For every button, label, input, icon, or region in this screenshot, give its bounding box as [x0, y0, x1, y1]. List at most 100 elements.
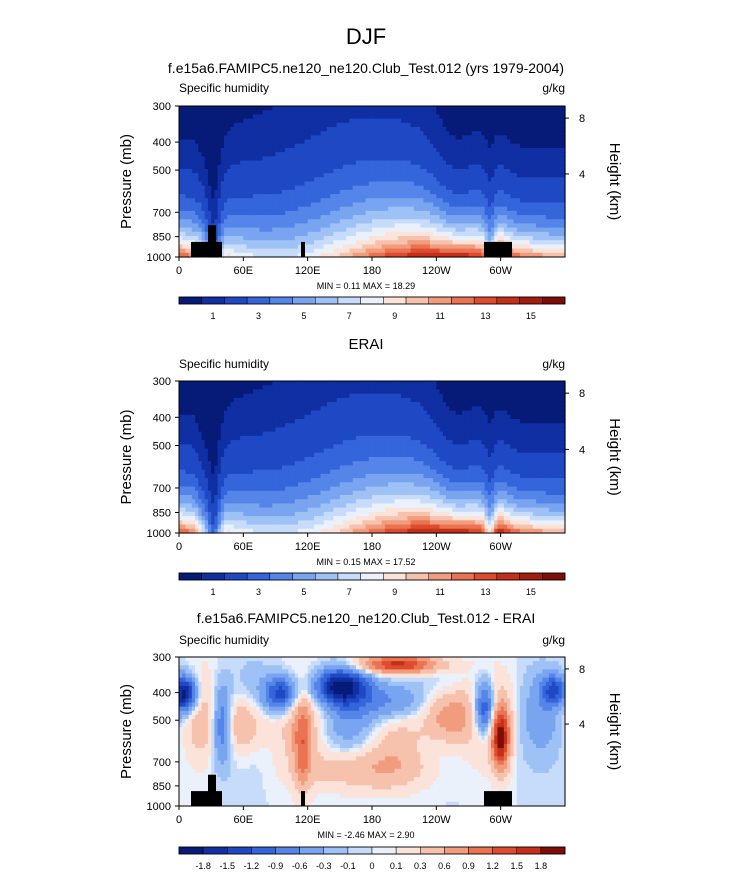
contour-cell	[368, 252, 373, 258]
contour-cell	[413, 248, 418, 254]
contour-cell	[561, 164, 566, 170]
contour-cell	[368, 152, 373, 157]
contour-cell	[519, 160, 524, 166]
contour-cell	[372, 156, 376, 162]
contour-cell	[224, 206, 228, 212]
contour-cell	[452, 164, 457, 170]
contour-cell	[243, 210, 248, 216]
contour-cell	[240, 106, 244, 111]
contour-cell	[558, 227, 563, 233]
contour-cell	[214, 381, 219, 386]
contour-cell	[539, 160, 544, 166]
contour-cell	[465, 198, 470, 204]
contour-cell	[397, 206, 402, 212]
contour-cell	[378, 202, 383, 208]
contour-cell	[224, 131, 228, 136]
contour-cell	[484, 168, 489, 174]
contour-cell	[388, 189, 392, 195]
contour-cell	[378, 106, 383, 111]
contour-cell	[307, 227, 312, 233]
contour-cell	[227, 189, 232, 195]
contour-cell	[555, 122, 560, 128]
contour-cell	[410, 185, 415, 191]
contour-cell	[275, 164, 280, 170]
contour-cell	[404, 173, 408, 178]
contour-cell	[246, 231, 251, 237]
contour-cell	[224, 244, 228, 250]
contour-cell	[281, 227, 286, 233]
contour-cell	[182, 227, 187, 233]
contour-cell	[278, 135, 283, 141]
contour-cell	[368, 181, 373, 187]
contour-cell	[529, 189, 534, 195]
contour-cell	[269, 240, 273, 246]
contour-cell	[281, 160, 286, 166]
contour-cell	[182, 156, 187, 162]
contour-cell	[336, 164, 341, 170]
contour-cell	[458, 231, 463, 237]
contour-cell	[445, 131, 450, 136]
contour-cell	[240, 143, 244, 149]
contour-cell	[236, 156, 241, 162]
contour-cell	[497, 135, 502, 141]
contour-cell	[240, 194, 244, 199]
contour-cell	[529, 181, 534, 187]
contour-cell	[243, 152, 248, 157]
colorbar-swatch	[519, 296, 543, 305]
contour-cell	[400, 156, 405, 162]
contour-cell	[468, 106, 473, 111]
contour-cell	[207, 185, 212, 191]
contour-cell	[262, 114, 267, 120]
contour-cell	[249, 110, 254, 115]
contour-cell	[378, 185, 383, 191]
contour-cell	[346, 206, 351, 212]
contour-cell	[449, 143, 454, 149]
contour-cell	[291, 206, 296, 212]
contour-cell	[529, 206, 534, 212]
contour-cell	[487, 185, 492, 191]
contour-cell	[317, 181, 322, 187]
contour-cell	[310, 248, 315, 254]
contour-cell	[478, 223, 482, 229]
contour-cell	[474, 110, 479, 115]
contour-cell	[552, 244, 556, 250]
contour-cell	[285, 160, 289, 166]
contour-cell	[233, 160, 238, 166]
contour-cell	[494, 210, 499, 216]
contour-cell	[224, 122, 228, 128]
contour-cell	[207, 106, 212, 111]
contour-cell	[320, 210, 325, 216]
contour-cell	[220, 198, 225, 204]
contour-cell	[555, 168, 560, 174]
contour-cell	[336, 189, 341, 195]
contour-cell	[320, 122, 325, 128]
contour-cell	[468, 252, 473, 258]
contour-cell	[314, 198, 318, 204]
contour-cell	[381, 139, 386, 145]
contour-cell	[179, 173, 183, 178]
contour-cell	[474, 118, 479, 124]
contour-cell	[256, 185, 261, 191]
contour-cell	[227, 173, 232, 178]
contour-cell	[201, 139, 206, 145]
contour-cell	[291, 236, 296, 241]
contour-cell	[442, 181, 447, 187]
contour-cell	[436, 139, 441, 145]
contour-cell	[532, 189, 537, 195]
contour-cell	[519, 231, 524, 237]
contour-cell	[362, 189, 367, 195]
contour-cell	[368, 135, 373, 141]
contour-cell	[500, 198, 505, 204]
contour-cell	[230, 118, 235, 124]
contour-cell	[310, 135, 315, 141]
contour-cell	[372, 189, 376, 195]
contour-cell	[375, 181, 380, 187]
contour-cell	[188, 122, 193, 128]
contour-cell	[458, 126, 463, 132]
contour-cell	[359, 135, 363, 141]
contour-cell	[256, 215, 261, 220]
contour-cell	[491, 219, 495, 225]
contour-cell	[465, 227, 470, 233]
contour-cell	[368, 189, 373, 195]
contour-cell	[394, 160, 399, 166]
